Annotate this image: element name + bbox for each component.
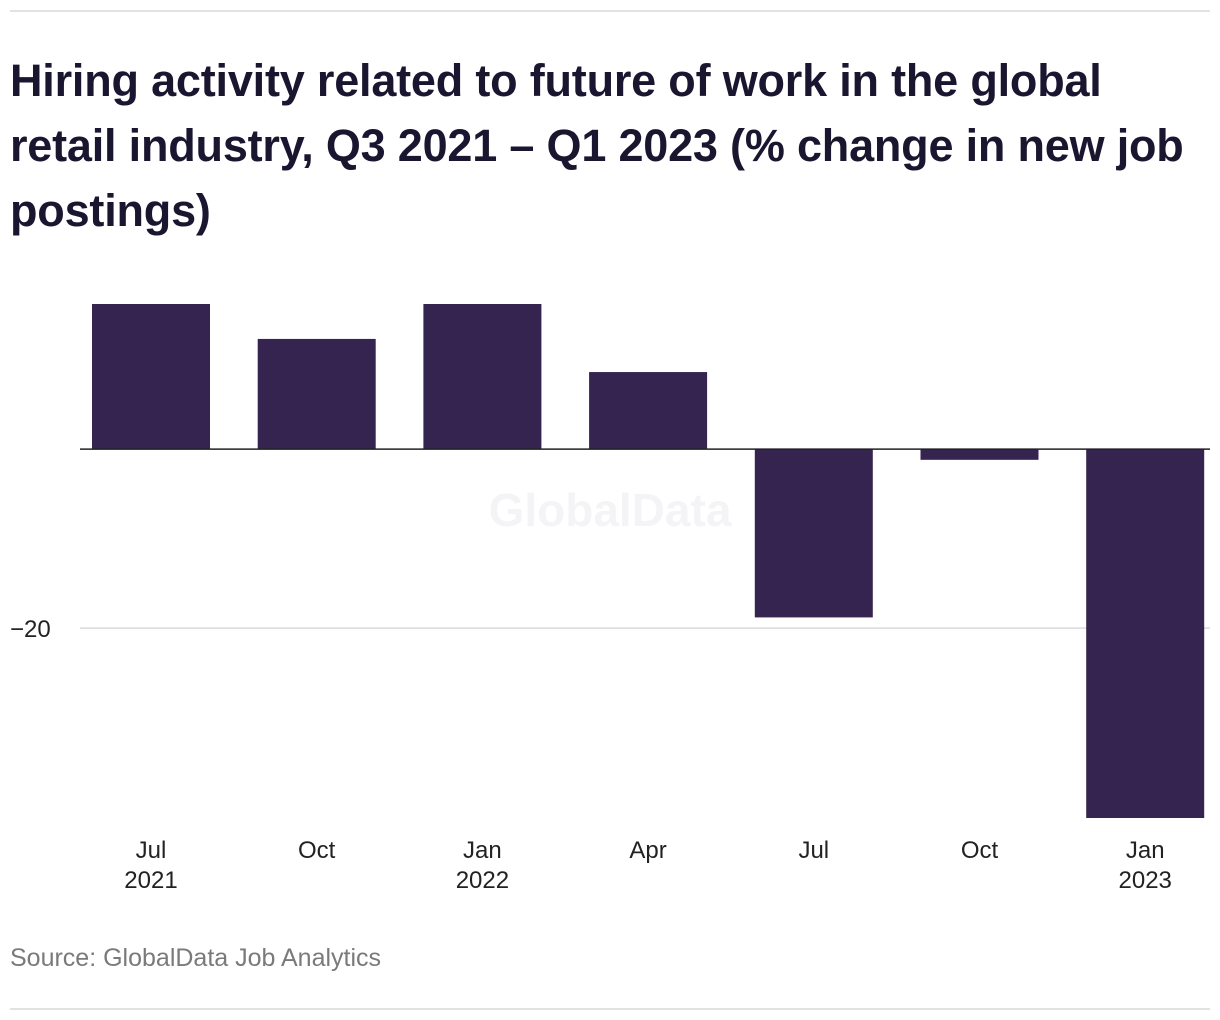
- watermark: GlobalData: [489, 484, 732, 536]
- bar: [1086, 449, 1205, 818]
- x-tick-label: Apr: [629, 837, 666, 864]
- x-tick-label: Oct: [298, 837, 336, 864]
- source-note: Source: GlobalData Job Analytics: [10, 944, 382, 972]
- bar: [257, 338, 376, 450]
- chart-title: Hiring activity related to future of wor…: [10, 55, 1184, 236]
- bar-layer: [92, 304, 1205, 818]
- bottom-rule: [10, 1008, 1210, 1010]
- x-tick-label: Jan: [463, 837, 502, 864]
- y-tick-label: −20: [10, 616, 51, 643]
- x-tick-label: Jul: [798, 837, 829, 864]
- top-rule: [10, 10, 1210, 12]
- label-layer: −20 Jul 2021 Oct Jan 2022 Apr Jul Oct Jan 2023: [10, 616, 1172, 894]
- x-tick-label: Oct: [961, 837, 999, 864]
- bar: [423, 304, 542, 450]
- x-tick-label: Jul: [136, 837, 167, 864]
- x-tick-year-label: 2023: [1119, 867, 1172, 894]
- x-tick-label: Jan: [1126, 837, 1165, 864]
- x-tick-year-label: 2021: [124, 867, 177, 894]
- bar: [92, 304, 210, 450]
- x-tick-year-label: 2022: [456, 867, 509, 894]
- bar: [589, 372, 708, 450]
- bar: [754, 449, 873, 618]
- bar: [920, 449, 1039, 460]
